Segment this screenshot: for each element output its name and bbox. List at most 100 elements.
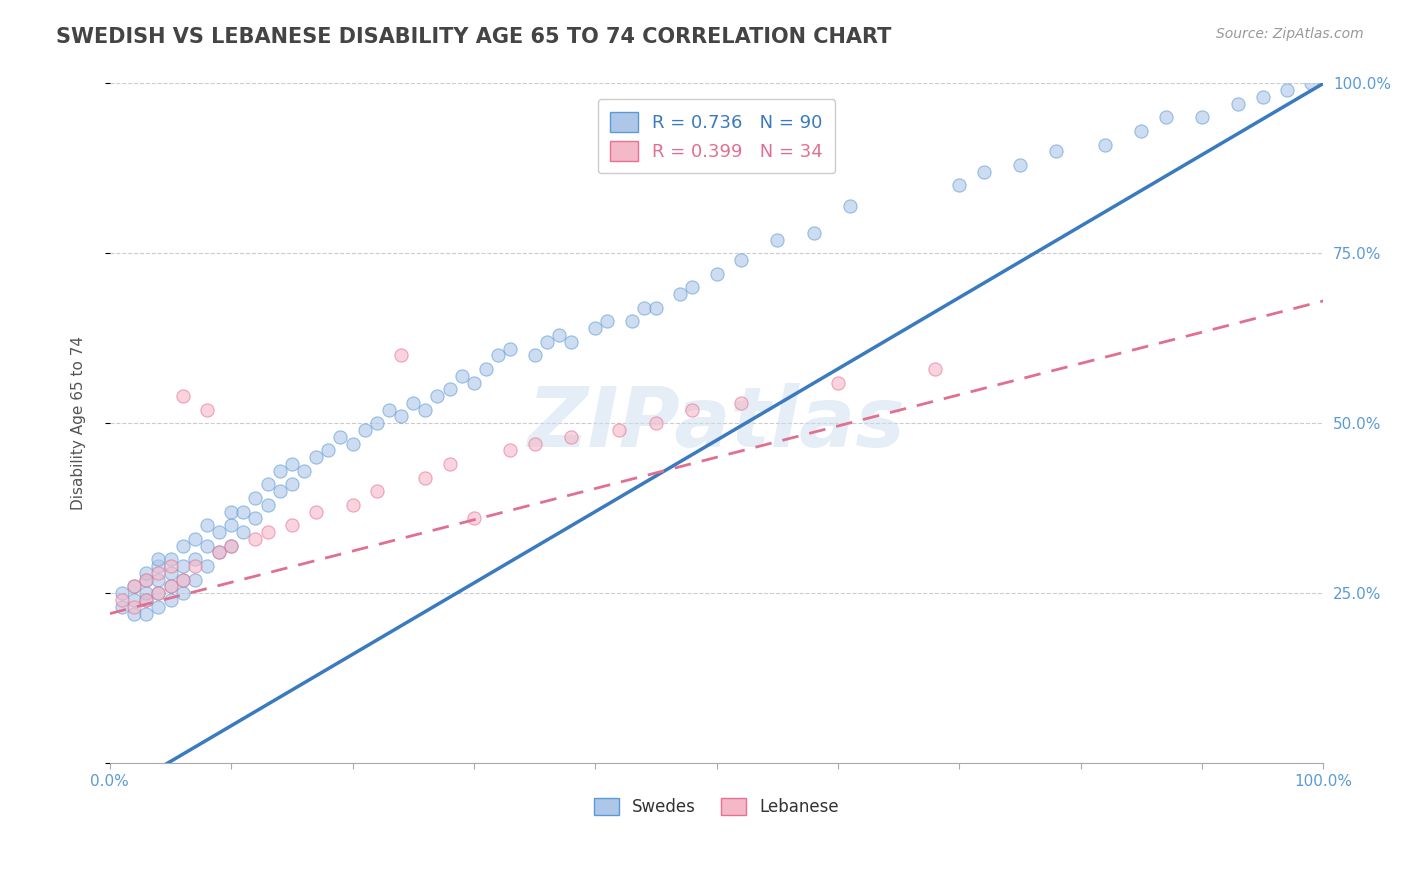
Point (1301, 77, 1323, 91)
Point (232, 524, 254, 539)
Point (681, 402, 703, 417)
Point (609, 423, 631, 437)
Point (439, 382, 461, 396)
Point (366, 484, 388, 499)
Point (245, 532, 267, 546)
Point (329, 430, 352, 444)
Point (219, 539, 242, 553)
Legend: Swedes, Lebanese: Swedes, Lebanese (588, 791, 846, 822)
Point (245, 491, 267, 505)
Point (232, 505, 254, 519)
Point (148, 599, 170, 614)
Point (281, 477, 304, 491)
Point (1227, 96, 1250, 111)
Text: SWEDISH VS LEBANESE DISABILITY AGE 65 TO 74 CORRELATION CHART: SWEDISH VS LEBANESE DISABILITY AGE 65 TO… (56, 27, 891, 46)
Point (706, 267, 728, 281)
Point (159, 552, 181, 566)
Point (281, 457, 304, 471)
Point (415, 470, 437, 484)
Point (256, 498, 278, 512)
Point (366, 417, 388, 431)
Point (292, 464, 315, 478)
Point (135, 566, 157, 580)
Point (415, 402, 437, 417)
Point (111, 593, 134, 607)
Point (305, 505, 328, 519)
Point (219, 518, 242, 533)
Point (256, 524, 278, 539)
Point (402, 396, 425, 410)
Point (159, 593, 181, 607)
Point (547, 327, 569, 342)
Point (475, 362, 498, 376)
Point (486, 348, 509, 362)
Point (839, 199, 862, 213)
Point (499, 342, 522, 356)
Point (730, 396, 752, 410)
Point (111, 599, 134, 614)
Point (766, 233, 789, 247)
Point (148, 586, 170, 600)
Point (172, 559, 194, 574)
Point (159, 579, 181, 593)
Point (342, 498, 364, 512)
Point (924, 362, 946, 376)
Point (536, 334, 558, 349)
Point (426, 389, 449, 403)
Point (159, 559, 181, 574)
Text: Source: ZipAtlas.com: Source: ZipAtlas.com (1216, 27, 1364, 41)
Point (1191, 111, 1213, 125)
Point (389, 348, 412, 362)
Point (148, 586, 170, 600)
Text: ZIPatlas: ZIPatlas (527, 383, 905, 464)
Point (633, 301, 655, 315)
Point (148, 573, 170, 587)
Point (148, 559, 170, 574)
Point (172, 389, 194, 403)
Point (256, 477, 278, 491)
Point (172, 586, 194, 600)
Point (172, 539, 194, 553)
Point (305, 450, 328, 465)
Point (463, 511, 485, 525)
Point (1094, 137, 1116, 152)
Point (803, 226, 825, 240)
Point (827, 376, 849, 390)
Point (122, 579, 145, 593)
Point (523, 436, 546, 450)
Point (1275, 83, 1298, 97)
Point (135, 593, 157, 607)
Point (135, 573, 157, 587)
Point (195, 539, 218, 553)
Point (669, 287, 692, 301)
Point (159, 579, 181, 593)
Point (122, 607, 145, 621)
Point (148, 552, 170, 566)
Point (135, 607, 157, 621)
Point (948, 178, 970, 193)
Point (1045, 145, 1067, 159)
Point (148, 566, 170, 580)
Point (219, 505, 242, 519)
Point (184, 573, 207, 587)
Point (644, 417, 666, 431)
Point (122, 599, 145, 614)
Point (378, 402, 401, 417)
Point (172, 573, 194, 587)
Point (730, 253, 752, 268)
Point (644, 301, 666, 315)
Point (245, 511, 267, 525)
Y-axis label: Disability Age 65 to 74: Disability Age 65 to 74 (72, 336, 86, 510)
Point (184, 532, 207, 546)
Point (269, 484, 291, 499)
Point (208, 524, 231, 539)
Point (184, 552, 207, 566)
Point (342, 436, 364, 450)
Point (135, 573, 157, 587)
Point (159, 566, 181, 580)
Point (353, 423, 375, 437)
Point (1154, 111, 1177, 125)
Point (195, 518, 218, 533)
Point (560, 430, 582, 444)
Point (596, 314, 619, 328)
